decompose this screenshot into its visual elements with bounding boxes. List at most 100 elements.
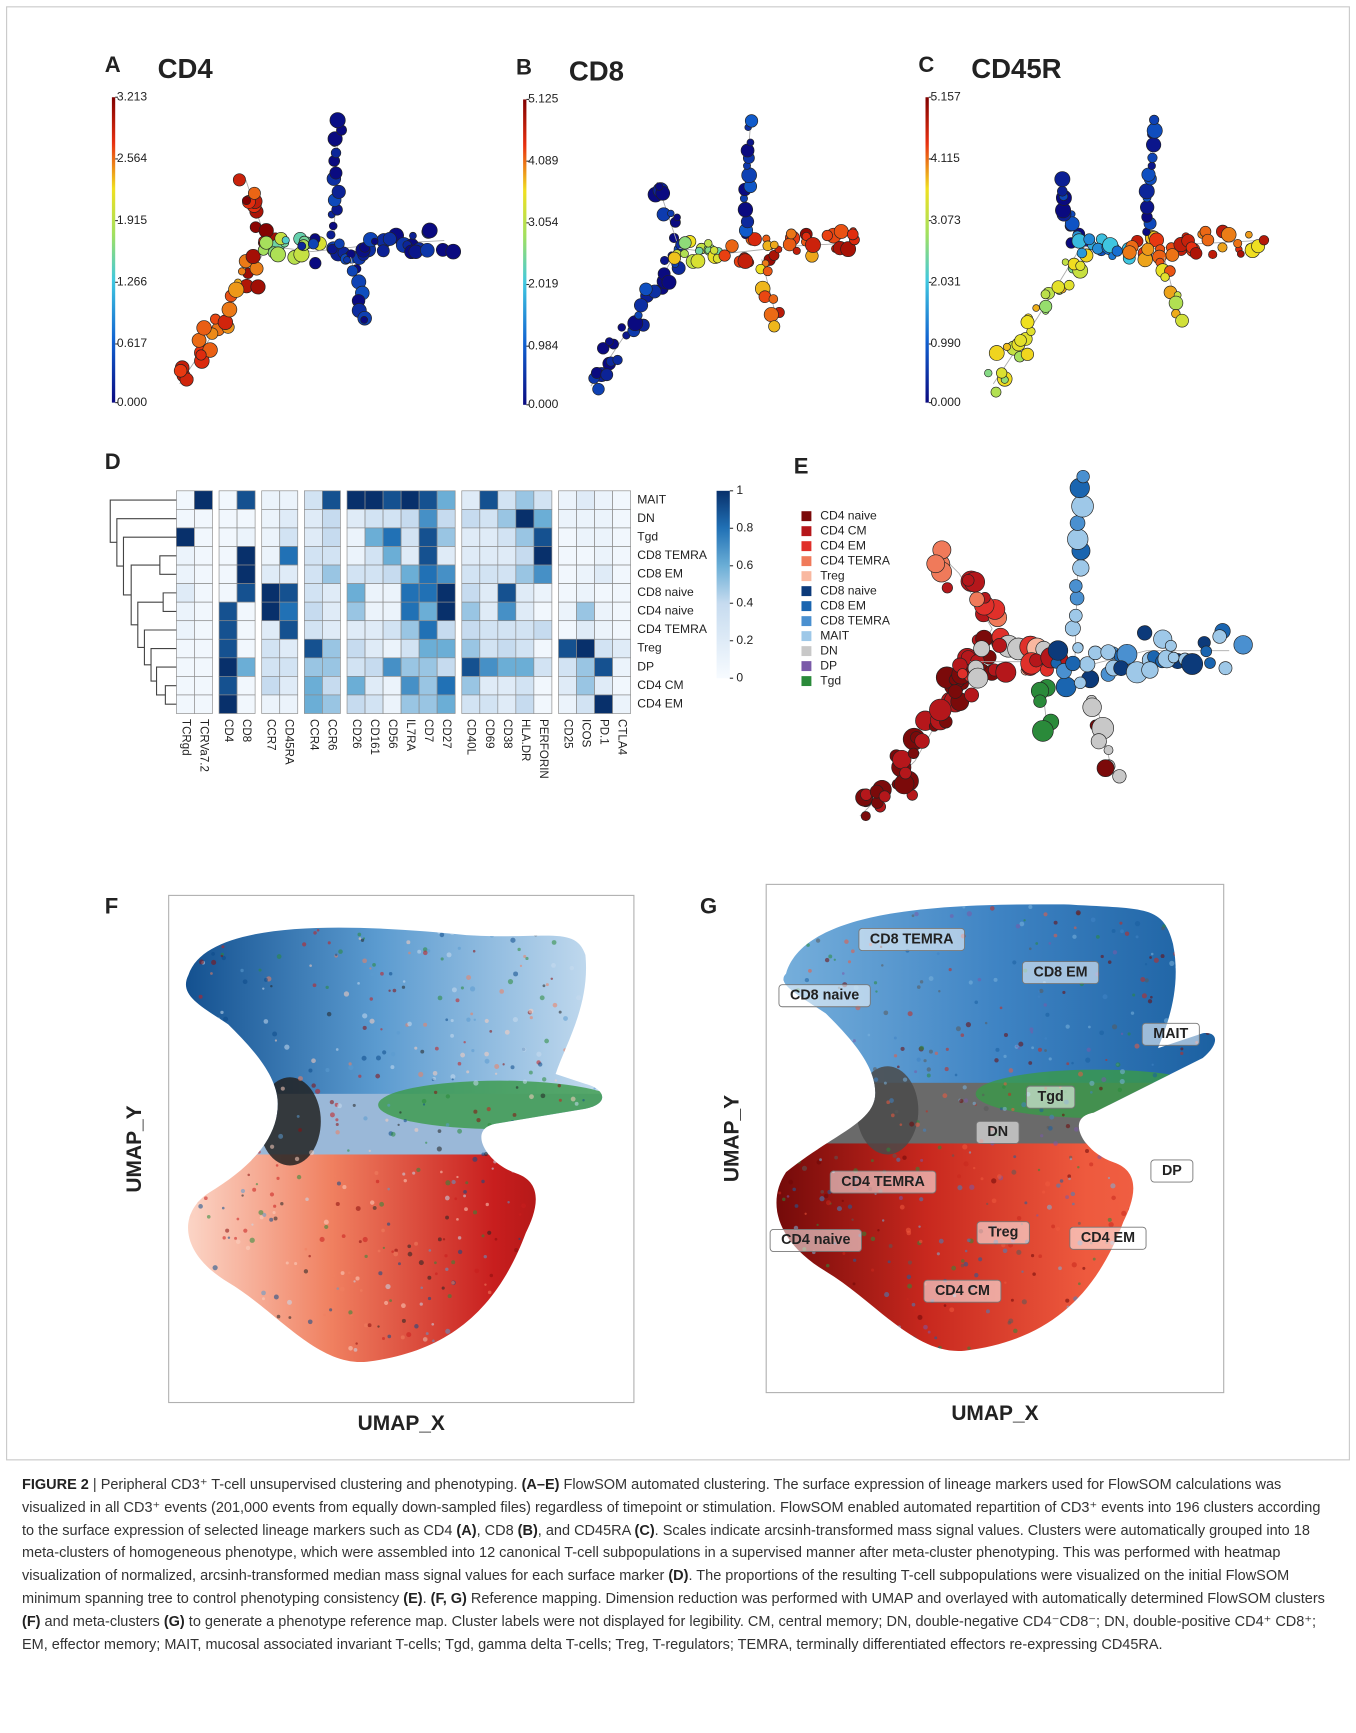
legend-swatch <box>801 541 812 552</box>
colorbar-tick-label: 1.266 <box>117 274 148 288</box>
column-label: CD56 <box>386 719 398 749</box>
umap-event <box>1184 1195 1188 1199</box>
umap-event <box>436 1146 442 1152</box>
umap-event <box>489 933 494 938</box>
umap-event <box>437 1237 442 1242</box>
umap-event <box>1213 899 1215 901</box>
umap-event <box>550 977 554 981</box>
heatmap-cell <box>364 676 384 696</box>
umap-event <box>451 1078 454 1081</box>
colorbar-tick-label: 4.115 <box>930 151 960 165</box>
umap-event <box>269 1217 274 1222</box>
colorbar-tick-label: 1.915 <box>117 213 148 227</box>
umap-event <box>540 1377 543 1380</box>
tree-node <box>969 591 985 608</box>
legend-swatch <box>801 646 812 657</box>
tree-node <box>667 209 675 218</box>
umap-event <box>364 1323 369 1328</box>
umap-event <box>823 1346 829 1352</box>
umap-event <box>800 932 804 937</box>
umap-event <box>400 1335 405 1340</box>
heatmap-cell <box>418 657 438 677</box>
heatmap-cell <box>279 657 299 677</box>
umap-event <box>1119 1069 1126 1075</box>
umap-event <box>948 968 952 972</box>
umap-event <box>355 1342 358 1345</box>
tree-node <box>1071 494 1094 518</box>
umap-event <box>416 1167 421 1173</box>
umap-event <box>951 1154 955 1157</box>
umap-event <box>175 1362 178 1365</box>
cluster-label: CD4 TEMRA <box>841 1174 925 1190</box>
umap-event <box>537 1391 539 1393</box>
umap-event <box>841 1199 844 1203</box>
heatmap-cell <box>236 601 256 622</box>
umap-event <box>287 1299 292 1305</box>
umap-event <box>583 1287 588 1292</box>
legend-label: CD4 CM <box>820 523 866 537</box>
umap-event <box>574 1101 579 1106</box>
umap-event <box>822 1372 826 1376</box>
umap-event <box>766 1060 770 1064</box>
umap-event <box>1207 1304 1211 1308</box>
umap-event <box>1099 1030 1105 1036</box>
umap-event <box>403 1379 407 1383</box>
umap-event <box>1035 942 1039 945</box>
umap-event <box>1066 1062 1070 1066</box>
umap-event <box>579 1361 583 1363</box>
umap-event <box>401 985 406 989</box>
umap-event <box>770 896 774 900</box>
umap-event <box>1159 1295 1164 1300</box>
umap-event <box>539 1174 544 1179</box>
cluster-label: CD4 naive <box>781 1232 850 1248</box>
umap-event <box>1110 1145 1114 1149</box>
heatmap-cell <box>558 601 577 622</box>
legend-swatch <box>801 661 812 672</box>
umap-event <box>938 989 941 993</box>
umap-event <box>203 1084 206 1088</box>
umap-event <box>362 1236 368 1243</box>
umap-event <box>521 1203 527 1209</box>
umap-event <box>1003 1082 1007 1086</box>
cluster-label-box <box>769 1229 862 1252</box>
umap-event <box>1112 950 1118 955</box>
umap-event <box>897 1325 901 1329</box>
umap-event <box>1144 963 1148 966</box>
umap-event <box>372 1205 377 1210</box>
heatmap-cell <box>400 490 420 510</box>
umap-event <box>796 1311 801 1316</box>
colorbar-tick-label: 0.4 <box>736 595 753 609</box>
heatmap-cell <box>346 490 366 510</box>
column-label: TCRgd <box>179 719 191 756</box>
axis-label: UMAP_X <box>358 1412 445 1435</box>
tree-node <box>1233 635 1253 655</box>
umap-event <box>1121 1292 1125 1296</box>
umap-event <box>1100 888 1104 892</box>
umap-event <box>881 1219 885 1222</box>
umap-event <box>216 1032 222 1038</box>
heatmap-cell <box>346 638 366 659</box>
umap-event <box>174 1364 179 1369</box>
umap-event <box>1048 1057 1052 1061</box>
umap-event <box>883 1081 887 1085</box>
umap-event <box>190 1192 195 1197</box>
umap-event <box>919 1045 925 1051</box>
umap-event <box>837 1376 840 1379</box>
umap-event <box>262 1212 267 1218</box>
umap-event <box>298 1358 302 1363</box>
heatmap-cell <box>346 527 366 547</box>
umap-event <box>350 1314 353 1317</box>
tree-node <box>1236 250 1245 258</box>
row-label: DN <box>637 511 655 525</box>
heatmap-cell <box>322 694 341 714</box>
umap-event <box>996 1387 998 1389</box>
heatmap-cell <box>497 620 517 640</box>
umap-event <box>1076 904 1082 906</box>
tree-node <box>330 147 342 159</box>
umap-event <box>493 1159 497 1164</box>
umap-event <box>800 1021 807 1027</box>
umap-event <box>1011 1169 1017 1175</box>
cluster-label-box <box>829 1170 937 1194</box>
